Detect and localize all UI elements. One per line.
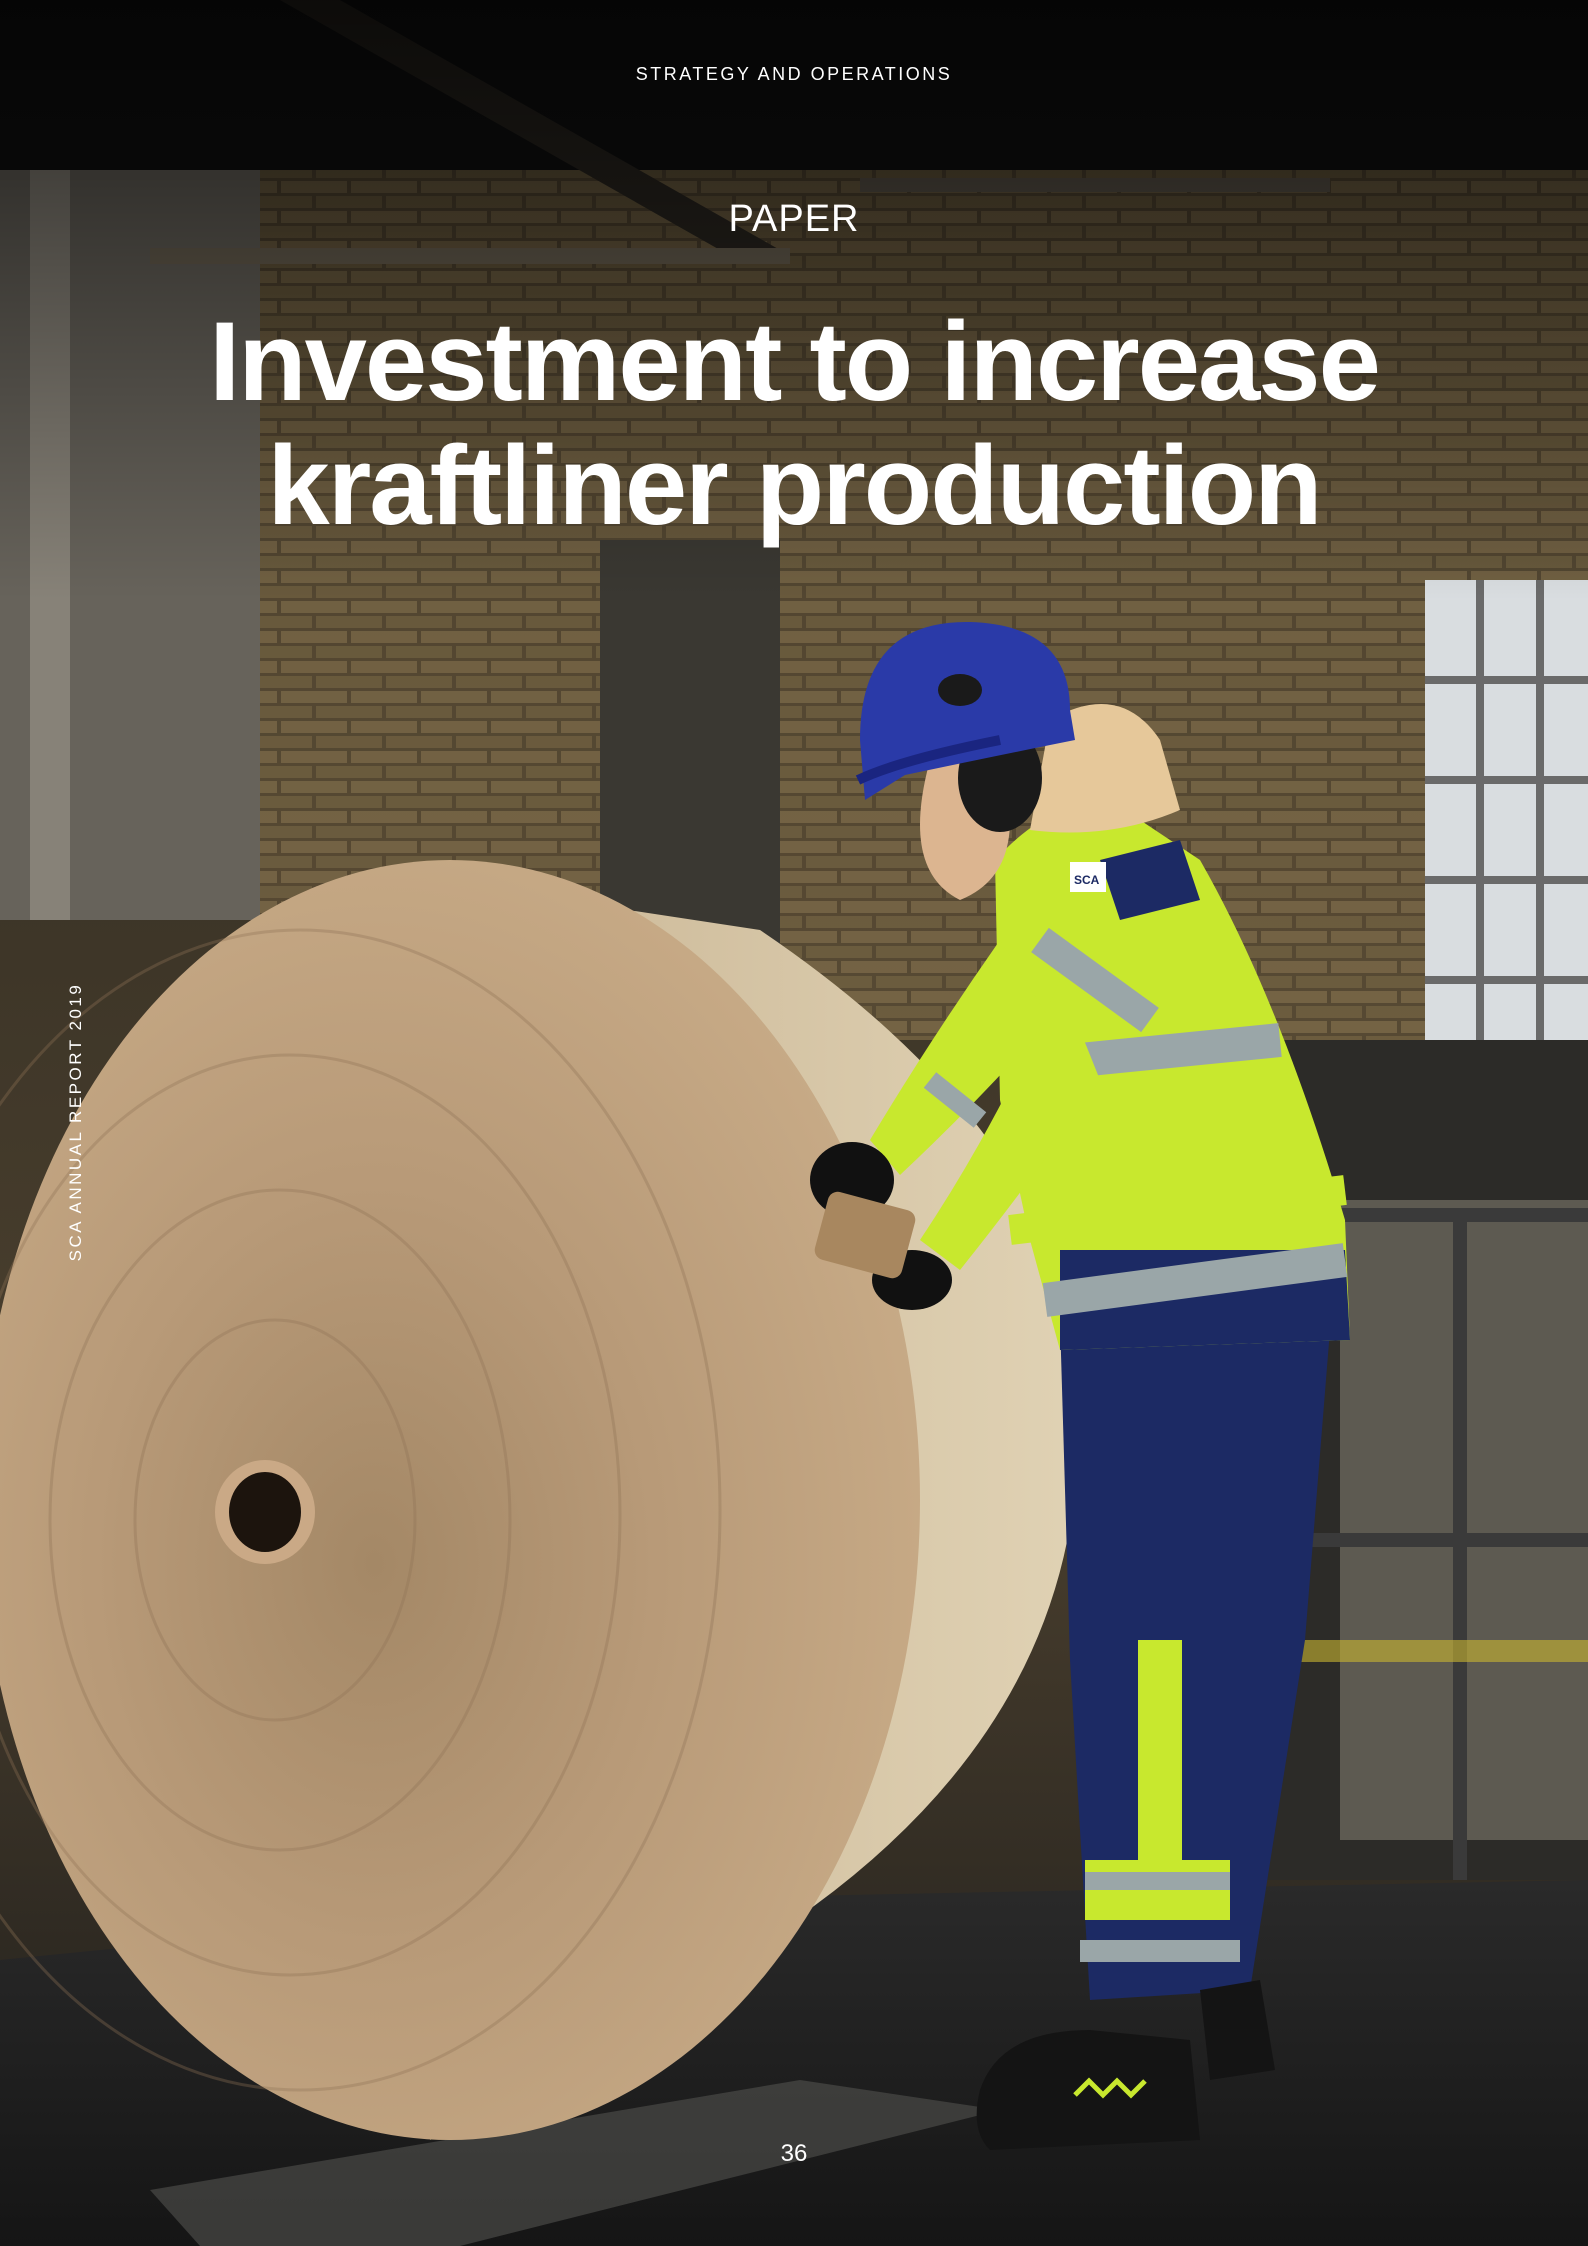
page-title-line-2: kraftliner production	[267, 423, 1322, 548]
jacket-logo: SCA	[1074, 873, 1100, 887]
kicker: PAPER	[728, 198, 860, 240]
page-title: Investment to increase kraftliner produc…	[0, 300, 1588, 548]
page-title-line-1: Investment to increase	[209, 299, 1381, 424]
section-label: STRATEGY AND OPERATIONS	[635, 64, 953, 84]
page-number: 36	[780, 2140, 808, 2167]
report-side-label: SCA ANNUAL REPORT 2019	[66, 982, 85, 1262]
